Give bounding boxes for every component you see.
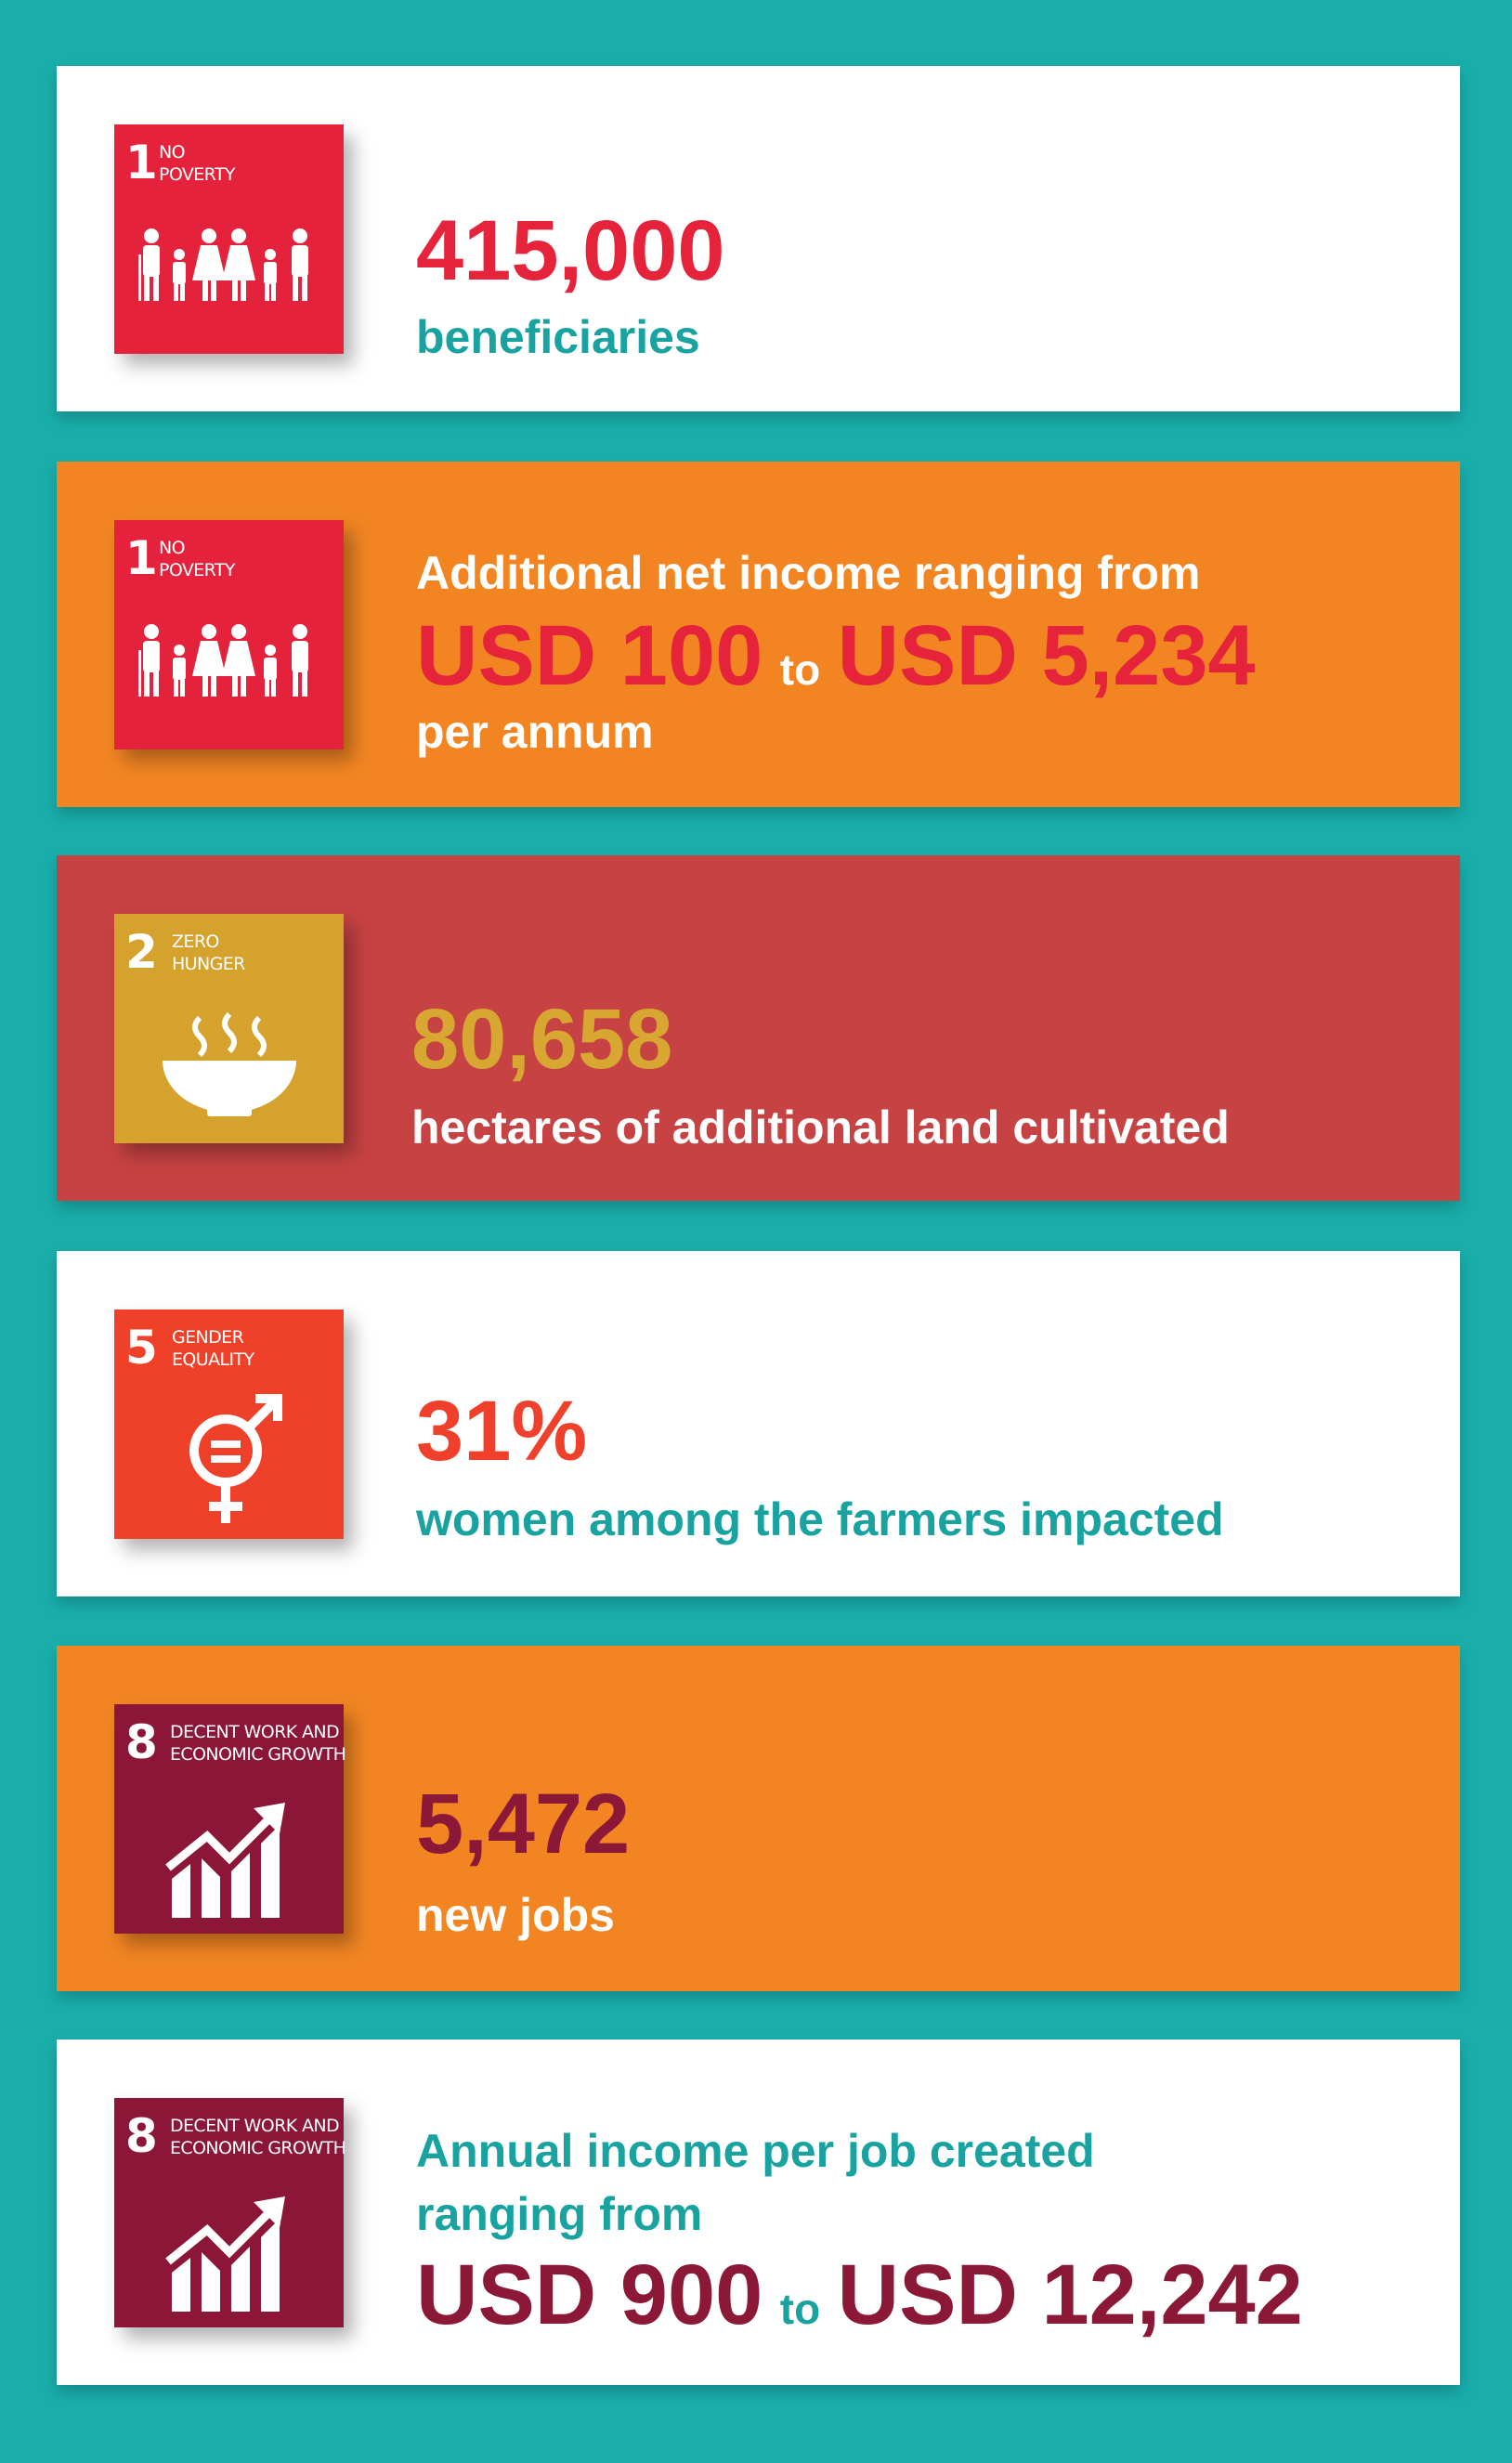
sdg-tile: 8 DECENT WORK AND ECONOMIC GROWTH	[114, 1704, 346, 1934]
sdg-tile: 1 NO POVERTY	[114, 520, 344, 749]
goal-name: EQUALITY	[172, 1349, 254, 1370]
caption: beneficiaries	[416, 311, 700, 363]
sdg-tile: 1 NO POVERTY	[114, 124, 344, 354]
sdg-tile: 2 ZERO HUNGER	[114, 914, 344, 1143]
tile	[114, 2098, 344, 2327]
lead: Annual income per job created	[416, 2125, 1095, 2177]
goal-name: DECENT WORK AND	[170, 1722, 339, 1742]
goal-number: 8	[125, 1715, 158, 1769]
goal-name: NO	[159, 538, 185, 558]
goal-name: POVERTY	[159, 560, 236, 580]
sdg-tile: 5 GENDER EQUALITY	[114, 1310, 344, 1539]
goal-name: GENDER	[172, 1327, 244, 1348]
tile	[114, 1704, 344, 1934]
caption: new jobs	[416, 1889, 615, 1941]
card: 8 DECENT WORK AND ECONOMIC GROWTH 5,472 …	[57, 1646, 1460, 1991]
connector: to	[780, 2285, 820, 2333]
goal-name: NO	[159, 142, 185, 163]
low: USD 100	[416, 608, 763, 703]
caption: hectares of additional land cultivated	[411, 1101, 1230, 1153]
goal-name: ECONOMIC GROWTH	[170, 1744, 345, 1765]
connector: to	[780, 645, 820, 694]
trail: per annum	[416, 706, 654, 758]
low: USD 900	[416, 2248, 763, 2342]
goal-name: ZERO	[172, 932, 219, 952]
goal-number: 1	[125, 136, 158, 189]
goal-number: 1	[125, 531, 158, 585]
goal-name: HUNGER	[172, 954, 245, 974]
goal-number: 8	[125, 2109, 158, 2163]
card: 2 ZERO HUNGER 80,658 hectares of additio…	[57, 855, 1460, 1201]
goal-name: DECENT WORK AND	[170, 2116, 339, 2136]
goal-name: ECONOMIC GROWTH	[170, 2138, 345, 2158]
figure: 5,472	[416, 1777, 630, 1871]
figure: 31%	[416, 1384, 587, 1479]
lead: Additional net income ranging from	[416, 547, 1200, 599]
card: 1 NO POVERTY Additional net income rangi…	[57, 462, 1460, 807]
caption: women among the farmers impacted	[415, 1493, 1224, 1545]
card: 1 NO POVERTY 415,000 beneficiaries	[57, 66, 1460, 411]
high: USD 5,234	[838, 608, 1256, 703]
lead: ranging from	[416, 2188, 702, 2240]
card: 5 GENDER EQUALITY 31% women among the fa…	[57, 1251, 1460, 1596]
goal-name: POVERTY	[159, 164, 236, 185]
goal-number: 2	[125, 925, 158, 979]
figure: 80,658	[411, 992, 672, 1087]
high: USD 12,242	[838, 2248, 1303, 2342]
range: USD 900 to USD 12,242	[416, 2248, 1303, 2342]
figure: 415,000	[416, 203, 725, 298]
range: USD 100 to USD 5,234	[416, 608, 1256, 703]
card: 8 DECENT WORK AND ECONOMIC GROWTH Annual…	[57, 2039, 1460, 2385]
goal-number: 5	[125, 1321, 158, 1375]
sdg-tile: 8 DECENT WORK AND ECONOMIC GROWTH	[114, 2098, 346, 2327]
